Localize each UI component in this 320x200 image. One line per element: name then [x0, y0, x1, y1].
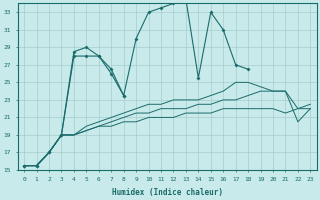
- X-axis label: Humidex (Indice chaleur): Humidex (Indice chaleur): [112, 188, 223, 197]
